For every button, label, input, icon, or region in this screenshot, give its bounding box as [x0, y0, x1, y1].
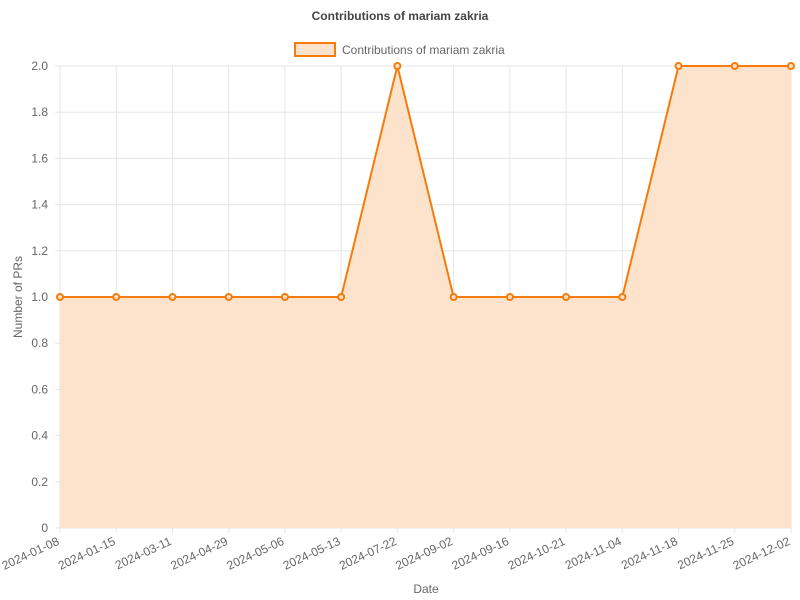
- x-tick-label: 2024-04-29: [168, 534, 230, 573]
- x-tick-label: 2024-01-15: [56, 534, 118, 573]
- y-tick-label: 0.2: [31, 475, 48, 489]
- x-tick-label: 2024-01-08: [0, 534, 62, 573]
- y-tick-label: 2.0: [31, 59, 48, 73]
- x-tick-label: 2024-05-06: [225, 534, 287, 573]
- data-point[interactable]: [224, 293, 233, 301]
- legend-label: Contributions of mariam zakria: [342, 43, 505, 57]
- data-point[interactable]: [393, 62, 402, 70]
- y-tick-label: 1.6: [31, 151, 48, 165]
- data-point[interactable]: [112, 293, 121, 301]
- data-point[interactable]: [280, 293, 289, 301]
- y-tick-label: 0.8: [31, 336, 48, 350]
- x-axis-ticks: 2024-01-082024-01-152024-03-112024-04-29…: [0, 534, 793, 573]
- x-tick-label: 2024-09-02: [393, 534, 455, 573]
- x-axis-title: Date: [413, 582, 439, 596]
- y-tick-label: 1.0: [31, 290, 48, 304]
- x-tick-label: 2024-11-18: [619, 534, 680, 572]
- x-tick-label: 2024-11-04: [563, 534, 624, 572]
- data-point[interactable]: [449, 293, 458, 301]
- x-tick-label: 2024-12-02: [731, 534, 793, 573]
- data-point[interactable]: [56, 293, 64, 301]
- data-point[interactable]: [562, 293, 571, 301]
- data-point[interactable]: [674, 62, 683, 70]
- data-point[interactable]: [618, 293, 627, 301]
- data-point[interactable]: [505, 293, 514, 301]
- series-line-layer: [60, 65, 791, 298]
- y-tick-label: 0.6: [31, 382, 48, 396]
- chart-title: Contributions of mariam zakria: [312, 9, 489, 23]
- y-tick-label: 0: [41, 521, 48, 535]
- data-point[interactable]: [730, 62, 739, 70]
- series-area: [60, 66, 791, 528]
- data-point[interactable]: [337, 293, 346, 301]
- data-point[interactable]: [168, 293, 177, 301]
- series-line: [60, 65, 791, 298]
- y-axis-title: Number of PRs: [11, 256, 25, 338]
- x-tick-label: 2024-07-22: [337, 534, 399, 573]
- data-point[interactable]: [787, 62, 795, 70]
- x-tick-label: 2024-05-13: [281, 534, 343, 573]
- y-tick-label: 1.2: [31, 244, 48, 258]
- x-tick-label: 2024-09-16: [450, 534, 512, 573]
- y-tick-label: 0.4: [31, 429, 48, 443]
- data-points: [56, 62, 795, 301]
- area-fill-layer: [60, 66, 791, 528]
- x-tick-label: 2024-11-25: [675, 534, 736, 572]
- legend[interactable]: Contributions of mariam zakria: [294, 42, 505, 57]
- y-tick-label: 1.4: [31, 198, 48, 212]
- x-tick-label: 2024-10-21: [506, 534, 568, 573]
- y-tick-label: 1.8: [31, 105, 48, 119]
- legend-swatch: [294, 42, 336, 57]
- x-tick-label: 2024-03-11: [113, 534, 174, 572]
- y-axis-ticks: 0 0.2 0.4 0.6 0.8 1.0 1.2 1.4 1.6 1.8 2.0: [31, 59, 48, 535]
